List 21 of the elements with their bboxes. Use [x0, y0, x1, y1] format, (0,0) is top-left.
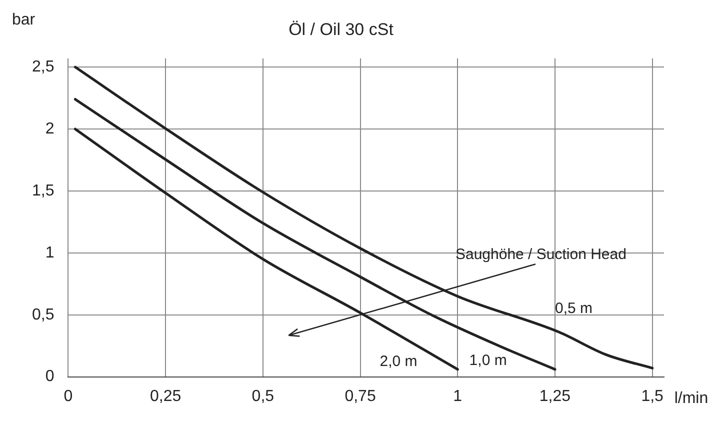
- x-tick-label: 0: [64, 388, 73, 405]
- x-tick-label: 1,25: [539, 388, 571, 405]
- x-axis-title: l/min: [674, 390, 708, 408]
- y-tick-label: 0: [45, 368, 54, 386]
- series-label: 0,5 m: [554, 300, 592, 317]
- x-tick-label: 0,75: [344, 388, 376, 405]
- annotation: Saughöhe / Suction Head: [455, 246, 626, 263]
- y-tick-label: 2: [45, 120, 54, 138]
- line-series: [74, 66, 654, 370]
- x-tick-label: 0,25: [150, 388, 182, 405]
- x-tick-label: 0,5: [252, 388, 274, 405]
- y-tick-label: 1,5: [32, 182, 54, 200]
- x-tick-label: 1,5: [641, 388, 664, 405]
- series-label: 1,0 m: [469, 352, 507, 369]
- y-tick-label: 0,5: [32, 306, 54, 324]
- y-tick-label: 2,5: [32, 58, 54, 76]
- y-axis-title: bar: [12, 11, 36, 28]
- y-tick-label: 1: [45, 244, 54, 262]
- chart-title: Öl / Oil 30 cSt: [288, 20, 394, 39]
- x-tick-label: 1: [453, 388, 462, 405]
- series-label: 2,0 m: [380, 353, 418, 370]
